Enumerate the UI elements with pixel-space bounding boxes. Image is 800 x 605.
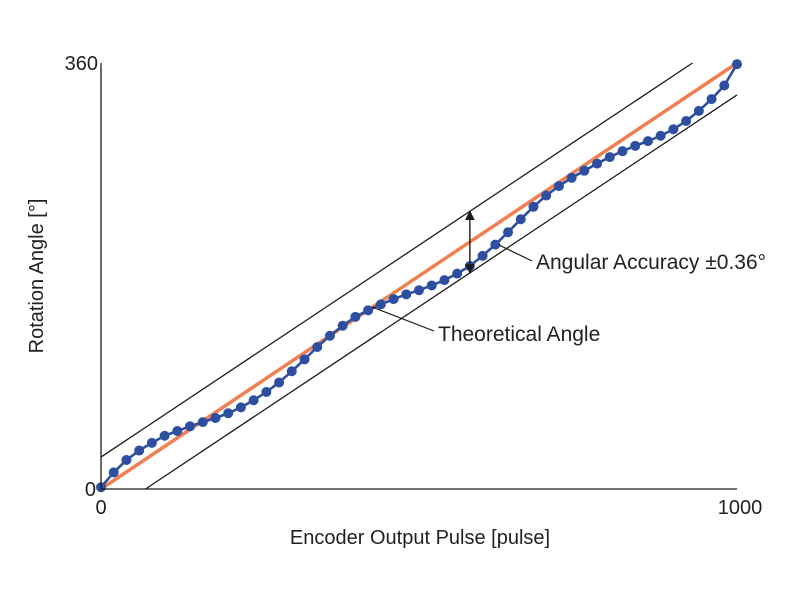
measured-point — [197, 417, 208, 428]
measured-point — [655, 130, 666, 141]
series-layer — [100, 61, 739, 491]
theoretical-angle-line — [100, 61, 738, 491]
y-tick-label-0: 0 — [85, 479, 96, 501]
points-layer — [96, 59, 742, 493]
measured-point — [274, 377, 285, 388]
measured-point — [706, 94, 717, 105]
measured-point — [439, 275, 450, 286]
measured-point — [452, 268, 463, 279]
measured-point — [732, 59, 742, 70]
measured-point — [388, 294, 399, 305]
measured-point — [490, 239, 501, 250]
measured-point — [159, 430, 170, 441]
measured-point — [528, 201, 539, 212]
measured-point — [185, 421, 196, 432]
y-tick-label-360: 360 — [65, 53, 98, 75]
measured-point — [541, 190, 552, 201]
measured-point — [579, 165, 590, 176]
accuracy-annotation: Angular Accuracy ±0.36° — [536, 251, 766, 274]
measured-point — [286, 366, 297, 377]
measured-point — [248, 395, 259, 406]
measured-point — [312, 342, 323, 352]
y-axis-title: Rotation Angle [°] — [26, 199, 48, 354]
upper-bound-line — [100, 62, 693, 458]
measured-point — [604, 152, 615, 163]
measured-point — [414, 285, 424, 296]
measured-point — [350, 311, 361, 322]
measured-point — [172, 426, 183, 437]
measured-point — [592, 158, 603, 169]
measured-point — [146, 437, 157, 448]
measured-point — [503, 227, 514, 238]
measured-point — [617, 146, 628, 157]
measured-point — [337, 320, 348, 331]
x-axis-title: Encoder Output Pulse [pulse] — [290, 527, 550, 549]
measured-point — [375, 299, 386, 310]
accuracy-leader-line — [498, 244, 533, 262]
measured-point — [566, 172, 577, 183]
measured-point — [261, 386, 272, 397]
x-tick-label-0: 0 — [95, 497, 106, 519]
measured-point — [426, 280, 437, 291]
measured-point — [134, 445, 145, 456]
measured-point — [363, 305, 374, 316]
measured-point — [693, 105, 704, 116]
lower-bound-line — [145, 94, 738, 490]
theoretical-annotation: Theoretical Angle — [438, 323, 600, 346]
measured-point — [299, 354, 310, 365]
measured-point — [235, 402, 246, 413]
measured-point — [108, 467, 119, 478]
measured-point — [324, 330, 335, 341]
measured-point — [515, 214, 526, 225]
measured-point — [401, 289, 412, 300]
measured-point — [668, 124, 679, 135]
measured-point — [719, 80, 730, 91]
measured-point — [642, 136, 653, 147]
measured-point — [477, 250, 488, 261]
measured-point — [223, 408, 234, 419]
theoretical-leader-line — [371, 306, 435, 332]
measured-point — [121, 455, 132, 466]
x-tick-label-1000: 1000 — [718, 497, 763, 519]
measured-point — [630, 140, 641, 151]
measured-point — [681, 115, 692, 126]
measured-point — [210, 413, 221, 423]
measured-point — [553, 181, 564, 192]
